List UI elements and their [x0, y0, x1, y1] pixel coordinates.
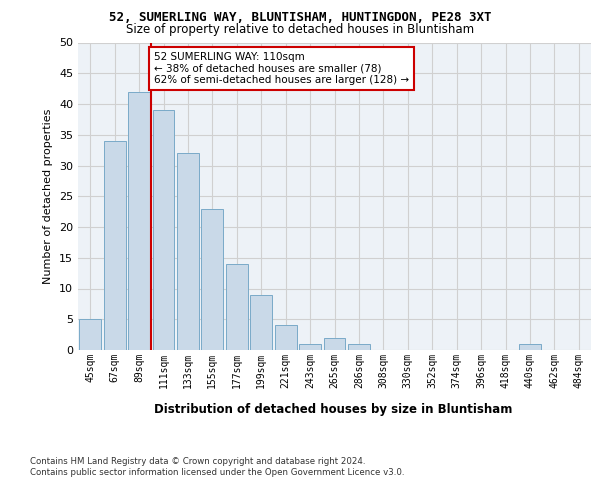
Bar: [79, 320, 101, 350]
Bar: [128, 92, 150, 350]
Text: Size of property relative to detached houses in Bluntisham: Size of property relative to detached ho…: [126, 22, 474, 36]
Text: 52 SUMERLING WAY: 110sqm
← 38% of detached houses are smaller (78)
62% of semi-d: 52 SUMERLING WAY: 110sqm ← 38% of detach…: [154, 52, 409, 85]
Bar: [519, 344, 541, 350]
Bar: [323, 338, 346, 350]
Bar: [177, 153, 199, 350]
Bar: [348, 344, 370, 350]
Y-axis label: Number of detached properties: Number of detached properties: [43, 108, 53, 284]
Text: Contains HM Land Registry data © Crown copyright and database right 2024.
Contai: Contains HM Land Registry data © Crown c…: [30, 458, 404, 477]
Text: 52, SUMERLING WAY, BLUNTISHAM, HUNTINGDON, PE28 3XT: 52, SUMERLING WAY, BLUNTISHAM, HUNTINGDO…: [109, 11, 491, 24]
Bar: [202, 208, 223, 350]
Bar: [250, 294, 272, 350]
Bar: [275, 326, 296, 350]
Bar: [152, 110, 175, 350]
Bar: [299, 344, 321, 350]
Bar: [226, 264, 248, 350]
Bar: [104, 141, 125, 350]
Text: Distribution of detached houses by size in Bluntisham: Distribution of detached houses by size …: [154, 402, 512, 415]
